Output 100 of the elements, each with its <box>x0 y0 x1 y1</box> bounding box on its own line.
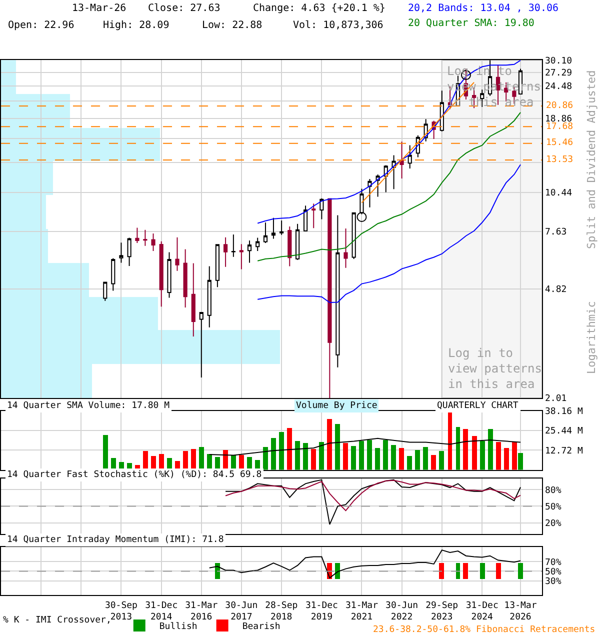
y-tick-label: 24.48 <box>544 82 572 92</box>
bar <box>399 448 404 470</box>
text: 13-Mar-26 <box>72 3 126 14</box>
y-tick-label: 20% <box>544 518 562 529</box>
annotation: Volume By Price <box>296 401 378 411</box>
y-tick-label: 80% <box>544 486 562 496</box>
bar <box>143 450 148 470</box>
text: Low: 22.88 <box>202 20 262 31</box>
candlestick <box>256 237 260 252</box>
bar <box>480 440 485 470</box>
y-tick-label: 70% <box>544 558 562 568</box>
bar <box>159 454 164 470</box>
bar <box>431 454 436 470</box>
candlestick <box>175 236 180 272</box>
x-tick-label: 30-Jun 2022 <box>386 601 418 623</box>
bar <box>407 456 412 470</box>
text: Split and Dividend Adjusted <box>585 70 598 250</box>
y-tick-label: 7.63 <box>544 228 567 238</box>
x-tick-label: 28-Sep 2018 <box>265 601 298 623</box>
candlestick <box>119 242 124 264</box>
text: Logarithmic <box>585 301 598 374</box>
bar <box>383 440 388 470</box>
legend-label: Bullish <box>159 622 198 632</box>
text: Change: 4.63 {+20.1 %} <box>253 3 386 14</box>
candlestick <box>167 252 172 298</box>
text: 23.6-38.2-50-61.8% Fibonacci Retracements <box>373 625 596 635</box>
candlestick <box>288 226 292 267</box>
bar <box>287 428 292 470</box>
line-series <box>257 164 521 304</box>
bar <box>335 424 340 470</box>
candlestick <box>384 164 388 193</box>
candlestick <box>127 237 132 266</box>
candlestick <box>295 223 300 260</box>
candlestick <box>159 240 164 308</box>
line-series <box>208 550 521 578</box>
y-tick-label: 30.10 <box>544 56 572 66</box>
candlestick <box>199 312 204 378</box>
bar <box>303 442 308 470</box>
candlestick <box>400 141 404 179</box>
y-tick-label: 2.01 <box>544 394 567 404</box>
candlestick <box>312 203 316 229</box>
bar <box>311 448 316 470</box>
x-tick-label: 31-Dec 2014 <box>145 601 178 623</box>
bar <box>488 428 493 470</box>
x-tick-label: 31-Mar 2016 <box>185 601 218 623</box>
x-tick-label: 29-Sep 2023 <box>426 601 458 623</box>
line-series <box>225 480 521 512</box>
candlestick <box>392 154 396 190</box>
legend-label: Bearish <box>242 622 280 632</box>
bar <box>351 446 356 470</box>
candlestick <box>215 244 220 288</box>
x-tick-label: 31-Dec 2024 <box>466 601 498 623</box>
candlestick <box>376 174 380 198</box>
bar <box>263 446 268 470</box>
text: Open: 22.96 <box>8 20 74 31</box>
bar <box>512 442 517 470</box>
x-tick-label: 30-Jun 2017 <box>225 601 258 623</box>
candlestick <box>320 198 324 220</box>
text: 14 Quarter SMA Volume: 17.80 M <box>7 401 170 411</box>
chart-title: 14 Quarter Fast Stochastic (%K) (%D): 84.5 69.8 <box>7 470 262 480</box>
bar <box>183 450 188 470</box>
bar <box>463 428 468 470</box>
y-tick-label: 12.72 M <box>544 446 584 456</box>
bar <box>367 440 372 470</box>
band-label: Log in to view patterns in this area <box>448 346 542 392</box>
bar <box>359 440 364 470</box>
y-tick-label: 10.44 <box>544 188 572 199</box>
legend-title: % K - IMI Crossover, <box>3 616 112 626</box>
candlestick <box>239 244 244 270</box>
bar <box>191 448 196 470</box>
bar <box>103 434 108 470</box>
bar <box>295 440 300 470</box>
line-series <box>257 112 521 262</box>
bar <box>279 432 284 470</box>
ref-line-label: 15.46 <box>546 138 574 148</box>
line-series <box>208 438 521 456</box>
bar <box>319 442 324 470</box>
ref-line-label: 20.86 <box>546 101 574 111</box>
candlestick <box>143 229 148 246</box>
candlestick <box>271 217 276 240</box>
candlestick <box>135 227 140 244</box>
candlestick <box>408 144 412 169</box>
candlestick <box>231 234 236 258</box>
y-tick-label: 25.44 M <box>544 426 584 437</box>
text: Close: 27.63 <box>148 3 220 14</box>
candlestick <box>223 236 228 268</box>
y-tick-label: 38.16 M <box>544 407 584 418</box>
bar <box>415 450 420 470</box>
candlestick <box>151 233 156 252</box>
candlestick <box>368 178 372 208</box>
bar <box>504 448 509 470</box>
bar <box>375 448 380 470</box>
y-tick-label: 50% <box>544 502 562 512</box>
y-tick-label: 27.29 <box>544 68 572 79</box>
bar <box>271 438 276 470</box>
bar <box>456 426 460 470</box>
bar <box>239 454 244 470</box>
y-tick-label: 30% <box>544 576 562 587</box>
candlestick <box>280 220 284 236</box>
candlestick <box>344 228 348 268</box>
